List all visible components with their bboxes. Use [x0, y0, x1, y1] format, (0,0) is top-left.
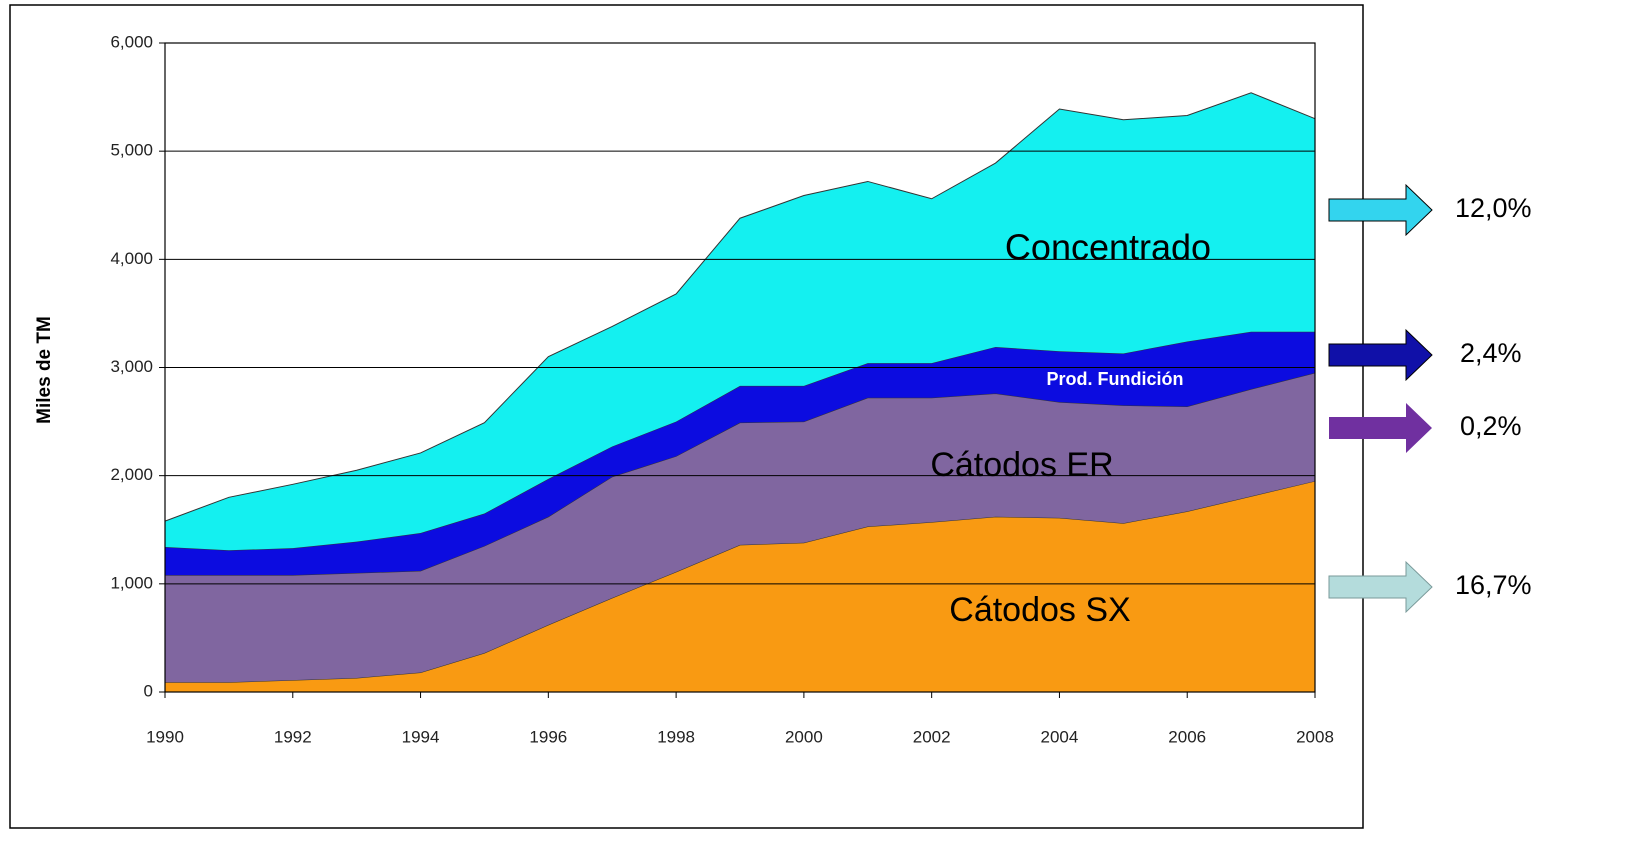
annotation: 16,7%: [1455, 570, 1532, 600]
y-tick-label: 2,000: [110, 465, 153, 484]
x-tick-label: 1996: [529, 727, 567, 746]
y-tick-label: 1,000: [110, 573, 153, 592]
y-tick-label: 4,000: [110, 249, 153, 268]
plot-frame: [164, 42, 1316, 693]
x-tick-label: 2004: [1041, 727, 1079, 746]
arrow: [1328, 328, 1433, 382]
y-tick-label: 5,000: [110, 141, 153, 160]
y-tick-label: 0: [144, 681, 153, 700]
series-label: Cátodos ER: [930, 446, 1113, 484]
y-tick-label: 3,000: [110, 357, 153, 376]
area: [165, 331, 1315, 576]
x-tick-label: 1998: [657, 727, 695, 746]
x-tick-label: 1990: [146, 727, 184, 746]
series-label: Concentrado: [1005, 227, 1211, 268]
arrow: [1328, 183, 1433, 237]
x-tick-label: 2002: [913, 727, 951, 746]
area: [165, 372, 1315, 683]
area: [165, 92, 1315, 551]
x-tick-label: 1994: [402, 727, 440, 746]
series-label: Cátodos SX: [949, 591, 1130, 629]
x-tick-label: 2006: [1168, 727, 1206, 746]
area: [165, 481, 1315, 692]
annotation: 2,4%: [1460, 338, 1522, 368]
y-tick-label: 6,000: [110, 32, 153, 51]
x-tick-label: 2008: [1296, 727, 1334, 746]
annotation: 12,0%: [1455, 193, 1532, 223]
arrow: [1329, 403, 1432, 453]
arrow: [1328, 560, 1433, 614]
y-axis-label: Miles de TM: [34, 316, 55, 424]
chart-border: [9, 4, 1364, 829]
area-edge: [164, 92, 1316, 522]
x-tick-label: 2000: [785, 727, 823, 746]
annotation: 0,2%: [1460, 411, 1522, 441]
series-label: Prod. Fundición: [1047, 369, 1184, 389]
x-tick-label: 1992: [274, 727, 312, 746]
